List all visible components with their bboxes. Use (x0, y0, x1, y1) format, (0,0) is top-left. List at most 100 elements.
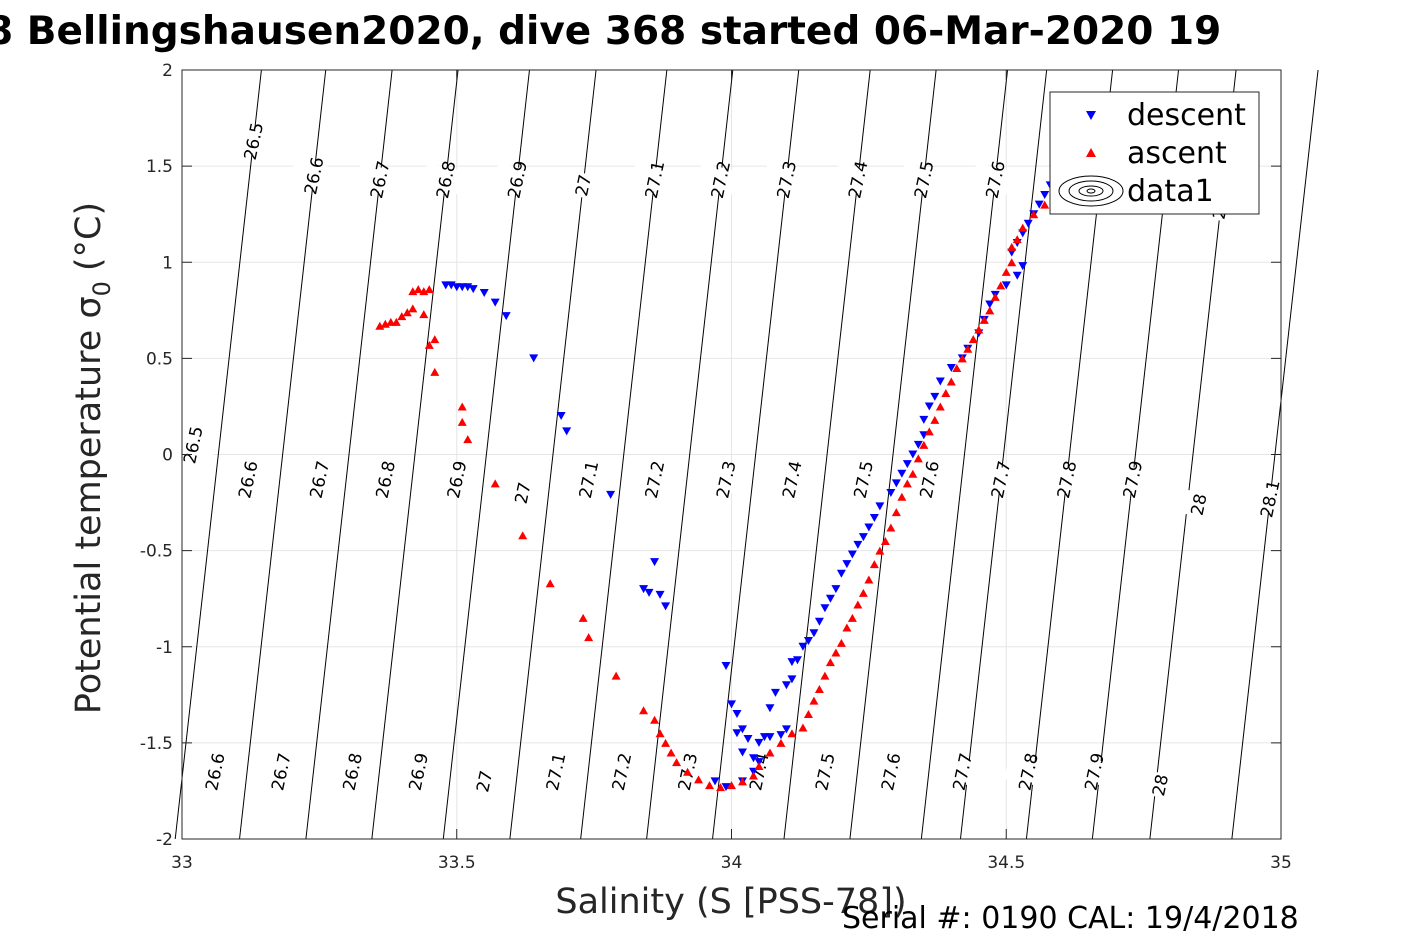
descent-point (661, 602, 671, 611)
ascent-point (661, 738, 671, 747)
descent-point (908, 450, 918, 459)
ascent-point (430, 335, 440, 344)
descent-point (902, 460, 912, 469)
contour-label-gap (976, 463, 1025, 496)
y-axis-label-unit: (°C) (69, 202, 109, 271)
contour-label-gap (498, 476, 547, 510)
ascent-point (545, 579, 555, 588)
contour-label-gap (223, 463, 272, 496)
descent-point (798, 642, 808, 651)
contour-label-gap (289, 159, 338, 193)
ascent-point (968, 335, 978, 344)
legend-descent-marker (1086, 111, 1096, 120)
ascent-point (924, 427, 934, 436)
contour-label-gap (361, 463, 410, 496)
ascent-point (1040, 200, 1050, 209)
contour-label-gap (295, 463, 344, 496)
ascent-point (765, 748, 775, 757)
ascent-point (935, 402, 945, 411)
ascent-point (402, 308, 412, 317)
contour-label-gap (630, 463, 679, 496)
contour-label-gap (229, 124, 278, 158)
ascent-point (891, 508, 901, 517)
descent-point (1018, 262, 1028, 271)
contour-line (509, 69, 597, 840)
descent-point (869, 513, 879, 522)
descent-point (792, 656, 802, 665)
descent-point (875, 502, 885, 511)
contour-line (371, 69, 459, 840)
descent-point (737, 725, 747, 734)
ascent-point (902, 479, 912, 488)
ascent-point (836, 638, 846, 647)
contour-label-gap (1136, 768, 1185, 802)
y-axis-label-subscript: 0 (88, 281, 116, 296)
ascent-point (831, 648, 841, 657)
descent-point (847, 550, 857, 559)
descent-point (721, 661, 731, 670)
contour-label: 28 (1149, 773, 1173, 798)
descent-point (891, 479, 901, 488)
y-tick-label: 0 (162, 446, 173, 466)
ascent-point (666, 748, 676, 757)
ascent-point (963, 344, 973, 353)
contour-line (442, 69, 530, 840)
contour-label-gap (833, 163, 882, 196)
contour-label-gap (432, 463, 481, 496)
ascent-point (869, 560, 879, 569)
y-axis-label: Potential temperature σ0 (°C) (69, 202, 116, 714)
ascent-point (1012, 235, 1022, 244)
descent-point (562, 427, 572, 436)
ascent-point (1001, 267, 1011, 276)
ascent-point (820, 671, 830, 680)
ascent-point (952, 363, 962, 372)
descent-point (985, 300, 995, 309)
ascent-point (408, 304, 418, 313)
descent-point (655, 590, 665, 599)
contour-label-gap (256, 755, 305, 789)
contour-label-gap (899, 163, 948, 196)
descent-point (639, 585, 649, 594)
ascent-point (875, 546, 885, 555)
descent-point (935, 377, 945, 386)
contour-label-gap (767, 463, 816, 496)
ascent-point (864, 575, 874, 584)
ascent-point (672, 758, 682, 767)
legend-data1-label: data1 (1127, 174, 1214, 209)
contour-line (920, 69, 1009, 840)
contour-label-gap (905, 463, 954, 496)
ascent-point (518, 531, 528, 540)
ascent-point (737, 777, 747, 786)
contour-label: 27 (512, 480, 536, 505)
ascent-point (457, 402, 467, 411)
descent-point (946, 363, 956, 372)
ascent-point (1029, 210, 1039, 219)
descent-point (809, 629, 819, 638)
descent-point (765, 733, 775, 742)
ascent-point (957, 354, 967, 363)
contour-label-gap (734, 755, 783, 789)
contour-line (959, 69, 1048, 840)
ascent-point (419, 310, 429, 319)
contour-label-gap (800, 755, 849, 789)
descent-point (727, 700, 736, 709)
y-tick-label: -1 (156, 638, 173, 658)
ascent-point (913, 454, 923, 463)
contour-label-gap (168, 428, 218, 462)
contour-label-gap (762, 163, 811, 196)
ascent-point (457, 417, 467, 426)
descent-point (897, 469, 907, 478)
ascent-point (694, 775, 704, 784)
contour-label-gap (701, 463, 751, 496)
ascent-point (897, 492, 907, 501)
contour-label-gap (531, 755, 580, 789)
contour-label-gap (597, 755, 646, 789)
descent-point (754, 738, 764, 747)
ascent-point (941, 388, 951, 397)
ascent-point (754, 761, 764, 770)
descent-point (787, 658, 797, 667)
descent-point (781, 725, 791, 734)
footer-serial-cal: Serial #: 0190 CAL: 19/4/2018 (842, 901, 1299, 936)
y-tick-label: -2 (156, 830, 173, 850)
